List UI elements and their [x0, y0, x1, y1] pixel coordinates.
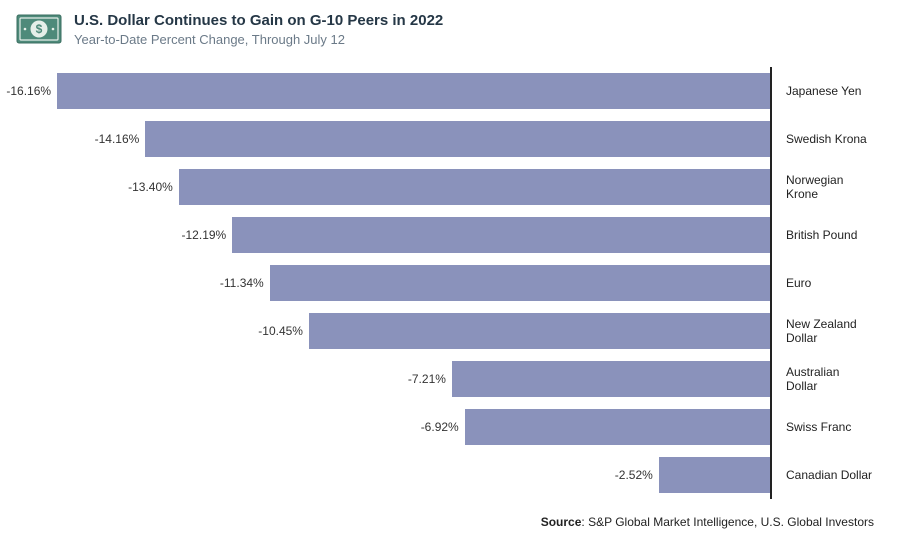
bar: [465, 409, 770, 445]
bar-area: -14.16%: [20, 115, 770, 163]
chart-header: $ U.S. Dollar Continues to Gain on G-10 …: [16, 12, 880, 49]
bar-row: -11.34% Euro: [20, 259, 874, 307]
value-label: -12.19%: [182, 228, 227, 242]
bar: [309, 313, 770, 349]
value-label: -13.40%: [128, 180, 173, 194]
value-label: -2.52%: [615, 468, 653, 482]
bar-row: -10.45% New Zealand Dollar: [20, 307, 874, 355]
source-label: Source: [541, 515, 582, 529]
bar: [452, 361, 770, 397]
bar: [270, 265, 770, 301]
bar-area: -13.40%: [20, 163, 770, 211]
dollar-bill-icon: $: [16, 14, 62, 49]
category-label: Euro: [770, 276, 874, 290]
category-label: British Pound: [770, 228, 874, 242]
source-text: : S&P Global Market Intelligence, U.S. G…: [581, 515, 874, 529]
bar-area: -7.21%: [20, 355, 770, 403]
category-label: Australian Dollar: [770, 365, 874, 393]
bar-row: -12.19% British Pound: [20, 211, 874, 259]
bar: [145, 121, 770, 157]
bar-area: -10.45%: [20, 307, 770, 355]
bar-row: -14.16% Swedish Krona: [20, 115, 874, 163]
bar-row: -13.40% Norwegian Krone: [20, 163, 874, 211]
chart-subtitle: Year-to-Date Percent Change, Through Jul…: [74, 32, 880, 47]
category-label: Japanese Yen: [770, 84, 874, 98]
bar-area: -16.16%: [20, 67, 770, 115]
category-label: New Zealand Dollar: [770, 317, 874, 345]
bar-chart: -16.16%Japanese Yen-14.16%Swedish Krona-…: [20, 67, 874, 499]
title-block: U.S. Dollar Continues to Gain on G-10 Pe…: [74, 12, 880, 47]
value-label: -16.16%: [6, 84, 51, 98]
svg-text:$: $: [36, 22, 43, 36]
category-label: Canadian Dollar: [770, 468, 874, 482]
category-label: Swedish Krona: [770, 132, 874, 146]
bar: [179, 169, 770, 205]
bar-row: -7.21% Australian Dollar: [20, 355, 874, 403]
value-label: -6.92%: [421, 420, 459, 434]
chart-title: U.S. Dollar Continues to Gain on G-10 Pe…: [74, 12, 880, 30]
bar: [659, 457, 770, 493]
bar-area: -12.19%: [20, 211, 770, 259]
bar: [57, 73, 770, 109]
bar-row: -16.16%Japanese Yen: [20, 67, 874, 115]
source-line: Source: S&P Global Market Intelligence, …: [541, 515, 874, 529]
bar-area: -11.34%: [20, 259, 770, 307]
value-label: -7.21%: [408, 372, 446, 386]
category-label: Norwegian Krone: [770, 173, 874, 201]
bar-area: -6.92%: [20, 403, 770, 451]
bar-row: -2.52% Canadian Dollar: [20, 451, 874, 499]
bar: [232, 217, 770, 253]
bar-row: -6.92% Swiss Franc: [20, 403, 874, 451]
bar-area: -2.52%: [20, 451, 770, 499]
value-label: -11.34%: [220, 276, 264, 290]
value-label: -14.16%: [95, 132, 140, 146]
category-label: Swiss Franc: [770, 420, 874, 434]
value-label: -10.45%: [258, 324, 303, 338]
